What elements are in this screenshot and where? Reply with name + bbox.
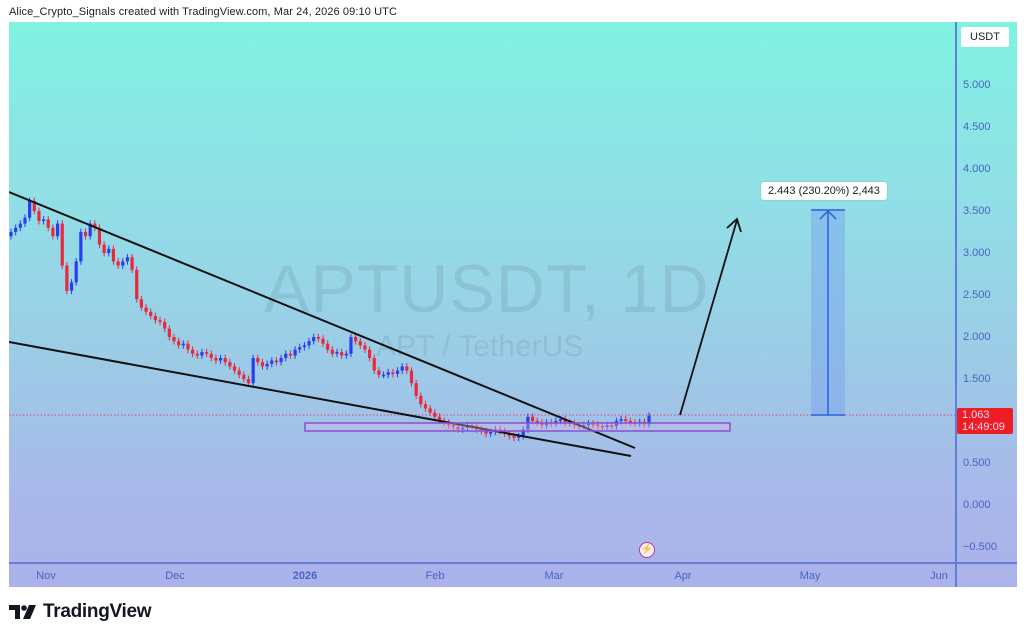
price-axis[interactable]: USDT 5.000 4.500 4.000 3.500 3.000 2.500… [957,22,1017,587]
support-zone-rectangle [304,422,731,432]
price-tick: 4.500 [963,121,991,133]
tradingview-logo-icon [9,605,36,619]
price-tick: −0.500 [963,541,997,553]
projection-arrow [679,219,738,416]
last-price-badge: 1.063 14:49:09 [957,408,1013,434]
time-axis-divider [9,562,1017,564]
last-price-value: 1.063 [962,409,990,421]
bar-countdown: 14:49:09 [962,421,1005,433]
time-label-2026: 2026 [292,570,318,582]
symbol-watermark: APTUSDT, 1D [264,251,710,327]
price-tick: 2.000 [963,331,991,343]
price-tick: 5.000 [963,79,991,91]
price-tick: 0.500 [963,457,991,469]
time-label-jun: Jun [930,570,948,582]
measure-label: 2.443 (230.20%) 2,443 [761,182,887,200]
time-label-may: May [799,570,821,582]
price-tick: 0.000 [963,499,991,511]
upper-trendline [9,191,636,449]
price-tick: 2.500 [963,289,991,301]
chart-canvas[interactable]: APTUSDT, 1D APT / TetherUS 2.443 (230.20… [9,22,1017,587]
arrow-head-icon [726,217,742,233]
time-label-apr: Apr [674,570,692,582]
price-tick: 3.500 [963,205,991,217]
time-label-nov: Nov [36,570,56,582]
time-label-dec: Dec [165,570,185,582]
brand-name: TradingView [43,601,152,622]
tradingview-brand[interactable]: TradingView [9,601,152,623]
price-tick: 4.000 [963,163,991,175]
time-axis[interactable] [9,564,955,587]
plot-area[interactable] [9,22,955,562]
description-watermark: APT / TetherUS [376,330,584,363]
candlestick-series [9,197,651,442]
chart-attribution: Alice_Crypto_Signals created with Tradin… [9,6,398,18]
currency-unit-button[interactable]: USDT [961,27,1009,47]
flash-icon[interactable]: ⚡ [639,542,655,558]
price-tick: 3.000 [963,247,991,259]
price-tick: 1.500 [963,373,991,385]
time-label-mar: Mar [544,570,564,582]
lower-trendline [9,341,632,457]
time-label-feb: Feb [425,570,445,582]
price-axis-divider [955,22,957,587]
